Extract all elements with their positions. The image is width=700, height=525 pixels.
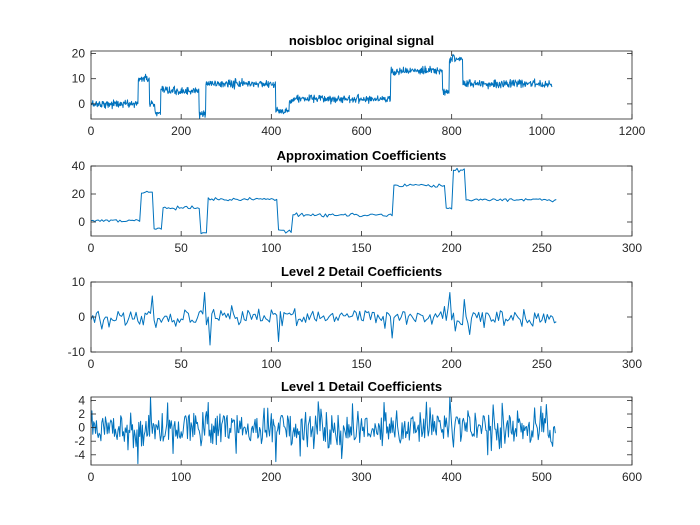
signal-line xyxy=(91,292,557,346)
y-tick-label: 0 xyxy=(78,215,85,229)
x-tick-label: 500 xyxy=(532,470,552,484)
x-tick-label: 200 xyxy=(261,470,281,484)
x-tick-label: 400 xyxy=(442,470,462,484)
x-tick-label: 200 xyxy=(442,357,462,371)
x-tick-label: 600 xyxy=(622,470,642,484)
signal-line xyxy=(91,53,553,119)
y-tick-label: 40 xyxy=(72,159,86,173)
x-tick-label: 800 xyxy=(442,124,462,138)
x-tick-label: 300 xyxy=(622,241,642,255)
x-tick-label: 0 xyxy=(88,241,95,255)
x-tick-label: 0 xyxy=(88,124,95,138)
x-tick-label: 0 xyxy=(88,357,95,371)
subplot-title: Level 1 Detail Coefficients xyxy=(281,379,442,394)
x-tick-label: 150 xyxy=(351,241,371,255)
subplot-4: Level 1 Detail Coefficients 0 100 200 300 400… xyxy=(74,379,642,484)
x-tick-label: 200 xyxy=(171,124,191,138)
subplot-title: Approximation Coefficients xyxy=(277,148,447,163)
x-tick-label: 300 xyxy=(622,357,642,371)
signal-line xyxy=(91,397,556,465)
x-tick-label: 150 xyxy=(351,357,371,371)
x-tick-label: 400 xyxy=(261,124,281,138)
x-tick-label: 250 xyxy=(532,241,552,255)
x-tick-label: 100 xyxy=(171,470,191,484)
y-tick-label: -4 xyxy=(74,448,85,462)
y-tick-label: -2 xyxy=(74,434,85,448)
y-tick-label: 4 xyxy=(78,393,85,407)
x-tick-label: 200 xyxy=(442,241,462,255)
y-tick-label: 0 xyxy=(78,310,85,324)
axes-box xyxy=(90,281,633,353)
x-tick-label: 0 xyxy=(88,470,95,484)
y-tick-label: 2 xyxy=(78,407,85,421)
x-tick-label: 50 xyxy=(174,357,188,371)
x-tick-label: 600 xyxy=(351,124,371,138)
y-tick-label: 0 xyxy=(78,421,85,435)
y-tick-label: 20 xyxy=(72,47,86,61)
y-tick-label: 20 xyxy=(72,187,86,201)
y-tick-label: -10 xyxy=(68,345,86,359)
x-tick-label: 250 xyxy=(532,357,552,371)
x-tick-label: 50 xyxy=(174,241,188,255)
x-tick-label: 100 xyxy=(261,357,281,371)
x-tick-label: 1000 xyxy=(528,124,555,138)
signal-line xyxy=(91,167,557,235)
x-tick-label: 100 xyxy=(261,241,281,255)
x-tick-label: 1200 xyxy=(619,124,646,138)
subplot-title: noisbloc original signal xyxy=(289,33,434,48)
y-tick-label: 10 xyxy=(72,275,86,289)
y-tick-label: 10 xyxy=(72,72,86,86)
x-tick-label: 300 xyxy=(351,470,371,484)
subplot-title: Level 2 Detail Coefficients xyxy=(281,264,442,279)
y-tick-label: 0 xyxy=(78,97,85,111)
